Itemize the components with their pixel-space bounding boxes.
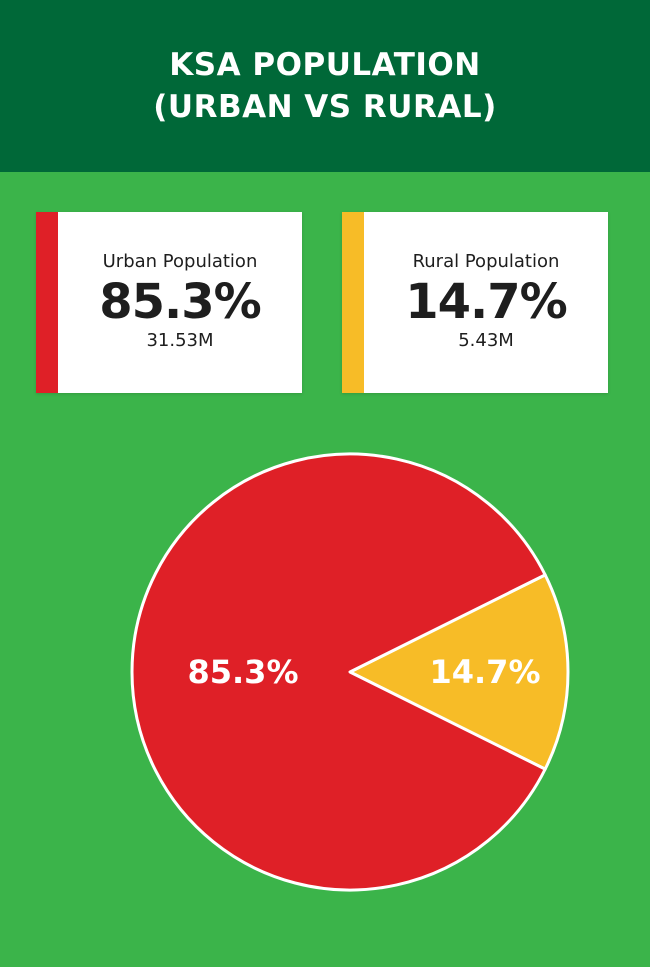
rural-card-label: Rural Population (412, 250, 560, 272)
pie-slice-rural-population (348, 573, 570, 771)
page-title-line2: (URBAN VS RURAL) (153, 89, 497, 125)
page-title-line1: KSA POPULATION (169, 47, 481, 83)
pie-slice-urban-population (130, 452, 547, 892)
rural-population-card: Rural Population 14.7% 5.43M (342, 212, 608, 393)
rural-color-bar (342, 212, 364, 393)
rural-card-percent: 14.7% (405, 273, 568, 330)
pie-label-urban-population: 85.3% (187, 653, 298, 691)
header-banner: KSA POPULATION (URBAN VS RURAL) (0, 0, 650, 172)
pie-label-rural-population: 14.7% (429, 653, 540, 691)
urban-color-bar (36, 212, 58, 393)
urban-population-card: Urban Population 85.3% 31.53M (36, 212, 302, 393)
rural-card-count: 5.43M (458, 329, 514, 351)
urban-card-percent: 85.3% (99, 273, 262, 330)
population-pie-chart: 85.3% 14.7% (130, 452, 570, 892)
urban-card-label: Urban Population (102, 250, 258, 272)
urban-card-count: 31.53M (146, 329, 214, 351)
